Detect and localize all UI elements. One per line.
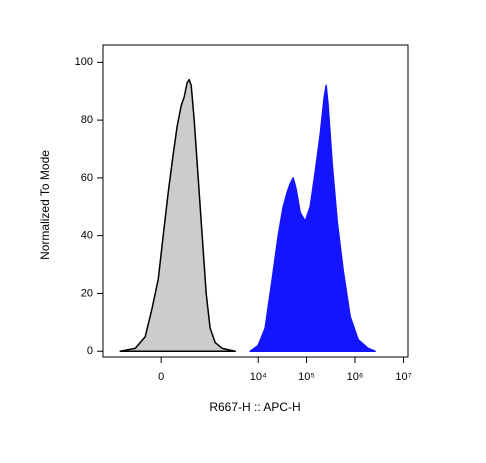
x-tick-label: 10⁵ xyxy=(298,371,315,383)
histogram-area xyxy=(249,84,376,352)
y-tick-label: 80 xyxy=(81,114,93,126)
plot-frame xyxy=(102,44,409,358)
y-tick-label: 0 xyxy=(87,345,93,357)
x-tick-label: 0 xyxy=(158,371,164,383)
histogram-area xyxy=(119,78,236,352)
x-tick-label: 10⁷ xyxy=(395,371,411,383)
x-axis-title: R667-H :: APC-H xyxy=(209,400,300,414)
y-tick-label: 40 xyxy=(81,230,93,242)
x-tick-label: 10⁶ xyxy=(347,371,364,383)
y-tick-label: 20 xyxy=(81,287,93,299)
y-tick-label: 100 xyxy=(75,56,93,68)
y-tick-label: 60 xyxy=(81,172,93,184)
x-tick-label: 10⁴ xyxy=(250,371,267,383)
y-axis-title: Normalized To Mode xyxy=(38,150,52,260)
